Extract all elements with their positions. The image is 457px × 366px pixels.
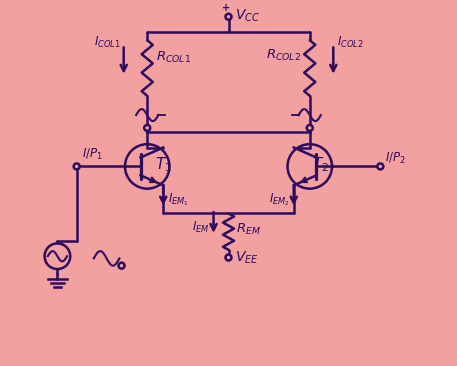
Text: $I_{COL1}$: $I_{COL1}$ (94, 35, 120, 50)
Circle shape (225, 14, 232, 20)
Text: $V_{CC}$: $V_{CC}$ (235, 8, 260, 25)
Text: $I_{COL 2}$: $I_{COL 2}$ (337, 35, 363, 50)
Text: $R_{COL1}$: $R_{COL1}$ (156, 50, 191, 65)
Text: $I_{EM_2}$: $I_{EM_2}$ (269, 192, 289, 208)
Text: $I/P_1$: $I/P_1$ (82, 147, 103, 162)
Circle shape (377, 164, 383, 169)
Text: $I_{EM}$: $I_{EM}$ (191, 220, 209, 235)
Circle shape (144, 125, 150, 131)
Text: $V_{EE}$: $V_{EE}$ (235, 250, 259, 266)
Text: $T_1$: $T_1$ (155, 155, 172, 173)
Text: $R_{COL 2}$: $R_{COL 2}$ (266, 48, 301, 63)
Circle shape (118, 263, 125, 269)
Text: $I/P_2$: $I/P_2$ (385, 151, 406, 166)
Text: $I_{EM_1}$: $I_{EM_1}$ (168, 192, 188, 208)
Text: $T_2$: $T_2$ (312, 155, 329, 173)
Circle shape (74, 164, 80, 169)
Circle shape (307, 125, 313, 131)
Text: +: + (222, 3, 230, 13)
Circle shape (225, 254, 232, 261)
Text: $R_{EM}$: $R_{EM}$ (236, 222, 261, 237)
